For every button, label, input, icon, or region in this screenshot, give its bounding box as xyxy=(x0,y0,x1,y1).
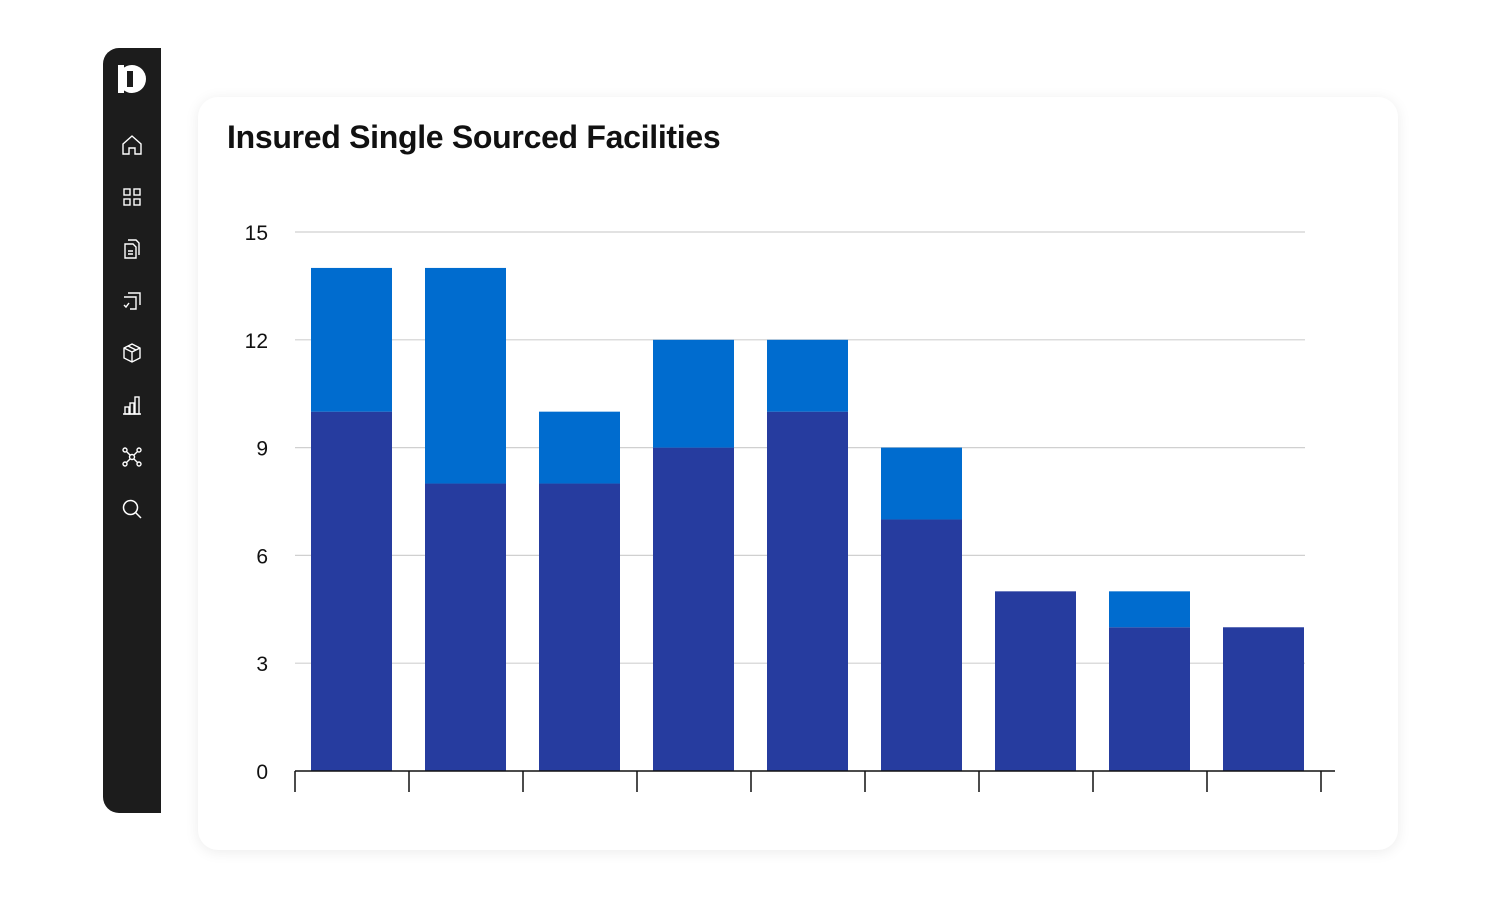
bar-segment-series-1 xyxy=(425,267,506,484)
bar-segment-series-1 xyxy=(1109,591,1190,628)
y-tick-label: 3 xyxy=(256,653,268,676)
search-icon[interactable] xyxy=(120,497,144,521)
package-icon[interactable] xyxy=(120,341,144,365)
bar-segment-series-0 xyxy=(311,411,392,771)
bar-segment-series-1 xyxy=(881,447,962,520)
bar-segment-series-0 xyxy=(1223,627,1304,771)
bar-segment-series-1 xyxy=(311,267,392,412)
app-logo[interactable] xyxy=(117,64,147,94)
bar-segment-series-0 xyxy=(539,483,620,771)
y-tick-label: 12 xyxy=(245,330,268,353)
sidebar xyxy=(103,48,161,813)
grid-icon[interactable] xyxy=(120,185,144,209)
tasks-icon[interactable] xyxy=(120,289,144,313)
bar-segment-series-1 xyxy=(539,411,620,484)
bar-segment-series-0 xyxy=(881,519,962,771)
network-icon[interactable] xyxy=(120,445,144,469)
bar-segment-series-0 xyxy=(767,411,848,771)
y-tick-label: 9 xyxy=(256,438,268,461)
bar-segment-series-0 xyxy=(653,447,734,771)
y-tick-label: 15 xyxy=(245,222,268,245)
documents-icon[interactable] xyxy=(120,237,144,261)
home-icon[interactable] xyxy=(120,133,144,157)
y-tick-label: 6 xyxy=(256,545,268,568)
bar-segment-series-0 xyxy=(425,483,506,771)
bar-segment-series-1 xyxy=(653,339,734,448)
bar-segment-series-1 xyxy=(767,339,848,412)
bar-segment-series-0 xyxy=(1109,627,1190,771)
chart-title: Insured Single Sourced Facilities xyxy=(227,119,721,155)
bar-segment-series-0 xyxy=(995,591,1076,771)
bar-chart-icon[interactable] xyxy=(120,393,144,417)
y-tick-label: 0 xyxy=(256,761,268,784)
